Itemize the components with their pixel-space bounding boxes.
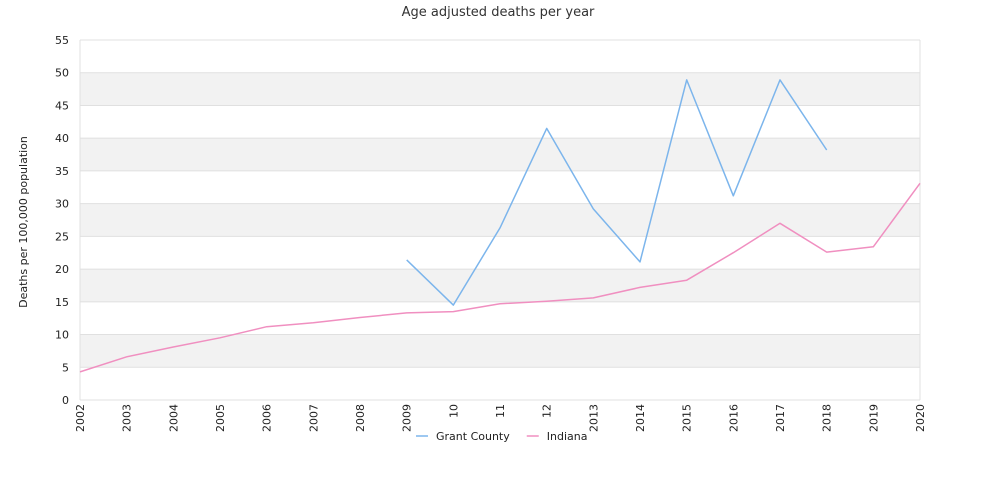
x-tick-label: 2015 <box>681 404 694 432</box>
x-tick-label: 2002 <box>74 404 87 432</box>
y-tick-label: 50 <box>55 67 69 80</box>
chart-title: Age adjusted deaths per year <box>402 5 595 20</box>
legend-label: Indiana <box>547 430 588 443</box>
x-tick-label: 2020 <box>914 404 927 432</box>
series-lines <box>79 79 921 373</box>
grid-band <box>80 301 920 335</box>
x-axis-ticks: 2002 2003 2004 2005 2006 2007 2008 2009 10 11 12 20… <box>74 404 927 432</box>
x-tick-label: 2004 <box>167 404 180 432</box>
legend: Grant County Indiana <box>416 430 587 443</box>
series-line-indiana <box>79 182 921 373</box>
grid-band <box>80 367 920 400</box>
series-line-grant-county <box>406 79 828 306</box>
grid-band <box>80 334 920 368</box>
x-tick-label: 2017 <box>774 404 787 432</box>
y-axis-ticks: 0 5 10 15 20 25 30 35 40 45 50 55 <box>55 34 69 407</box>
x-tick-label: 2005 <box>214 404 227 432</box>
x-tick-label: 2019 <box>867 404 880 432</box>
grid-band <box>80 170 920 204</box>
x-tick-label: 2007 <box>307 404 320 432</box>
y-tick-label: 0 <box>62 394 69 407</box>
grid-bands <box>79 39 921 401</box>
x-tick-label: 11 <box>494 404 507 418</box>
grid-band <box>80 105 920 139</box>
y-tick-label: 10 <box>55 329 69 342</box>
grid-band <box>80 203 920 237</box>
x-tick-label: 2018 <box>821 404 834 432</box>
grid-band <box>80 269 920 302</box>
x-tick-label: 2008 <box>354 404 367 432</box>
x-tick-label: 2014 <box>634 404 647 432</box>
y-tick-label: 25 <box>55 230 69 243</box>
y-tick-label: 5 <box>62 361 69 374</box>
y-tick-label: 30 <box>55 198 69 211</box>
x-tick-label: 10 <box>447 404 460 418</box>
grid-band <box>80 138 920 171</box>
y-tick-label: 35 <box>55 165 69 178</box>
grid-band <box>80 72 920 106</box>
y-axis-label: Deaths per 100,000 population <box>17 136 30 308</box>
y-tick-label: 15 <box>55 296 69 309</box>
y-tick-label: 55 <box>55 34 69 47</box>
x-tick-label: 2006 <box>261 404 274 432</box>
x-tick-label: 12 <box>541 404 554 418</box>
x-tick-label: 2013 <box>587 404 600 432</box>
legend-label: Grant County <box>436 430 510 443</box>
grid-band <box>80 236 920 270</box>
y-tick-label: 40 <box>55 132 69 145</box>
x-tick-label: 2003 <box>121 404 134 432</box>
y-tick-label: 20 <box>55 263 69 276</box>
y-tick-label: 45 <box>55 99 69 112</box>
x-tick-label: 2016 <box>727 404 740 432</box>
grid-band <box>80 40 920 73</box>
x-tick-label: 2009 <box>401 404 414 432</box>
